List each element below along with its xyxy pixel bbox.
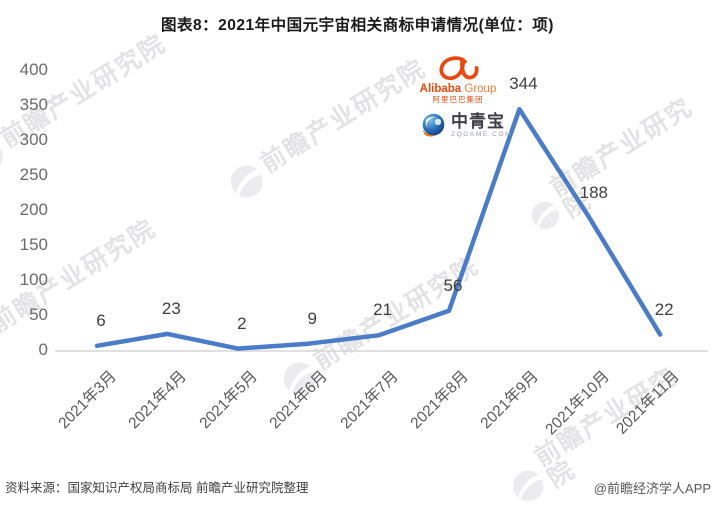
y-tick-label: 350 <box>19 95 48 114</box>
source-note: 资料来源：国家知识产权局商标局 前瞻产业研究院整理 <box>5 481 309 495</box>
y-tick-label: 50 <box>29 305 48 324</box>
data-value-label: 9 <box>307 308 317 328</box>
data-value-label: 22 <box>654 299 674 319</box>
alibaba-wordmark: Alibaba Group <box>419 83 497 95</box>
data-line-series <box>94 106 663 351</box>
y-tick-label: 200 <box>19 200 48 219</box>
data-value-label: 6 <box>96 310 106 330</box>
y-tick-label: 100 <box>19 270 48 289</box>
credit-note: @前瞻经济学人APP <box>593 481 711 496</box>
data-value-label: 21 <box>373 300 393 320</box>
y-tick-label: 0 <box>38 340 48 359</box>
data-value-label: 56 <box>443 275 463 295</box>
zqgame-globe-icon <box>422 113 445 137</box>
data-value-label: 344 <box>509 74 538 94</box>
y-tick-label: 150 <box>19 235 48 254</box>
alibaba-cn-name: 阿里巴巴集团 <box>432 95 484 104</box>
zhongqingbao-logo: 中青宝 ZQGAME.COM <box>420 112 512 139</box>
zqgame-name: 中青宝 <box>451 111 505 131</box>
y-tick-label: 300 <box>19 130 48 149</box>
y-tick-label: 400 <box>19 60 48 79</box>
data-value-label: 23 <box>161 298 181 318</box>
data-value-label: 2 <box>237 313 247 333</box>
data-value-label: 188 <box>579 183 608 203</box>
chart-title: 图表8：2021年中国元宇宙相关商标申请情况(单位：项) <box>161 17 554 34</box>
alibaba-a-mark-icon <box>439 56 479 81</box>
y-tick-label: 250 <box>19 165 48 184</box>
alibaba-group-logo: Alibaba Group 阿里巴巴集团 <box>417 55 499 104</box>
zqgame-domain: ZQGAME.COM <box>451 130 513 138</box>
